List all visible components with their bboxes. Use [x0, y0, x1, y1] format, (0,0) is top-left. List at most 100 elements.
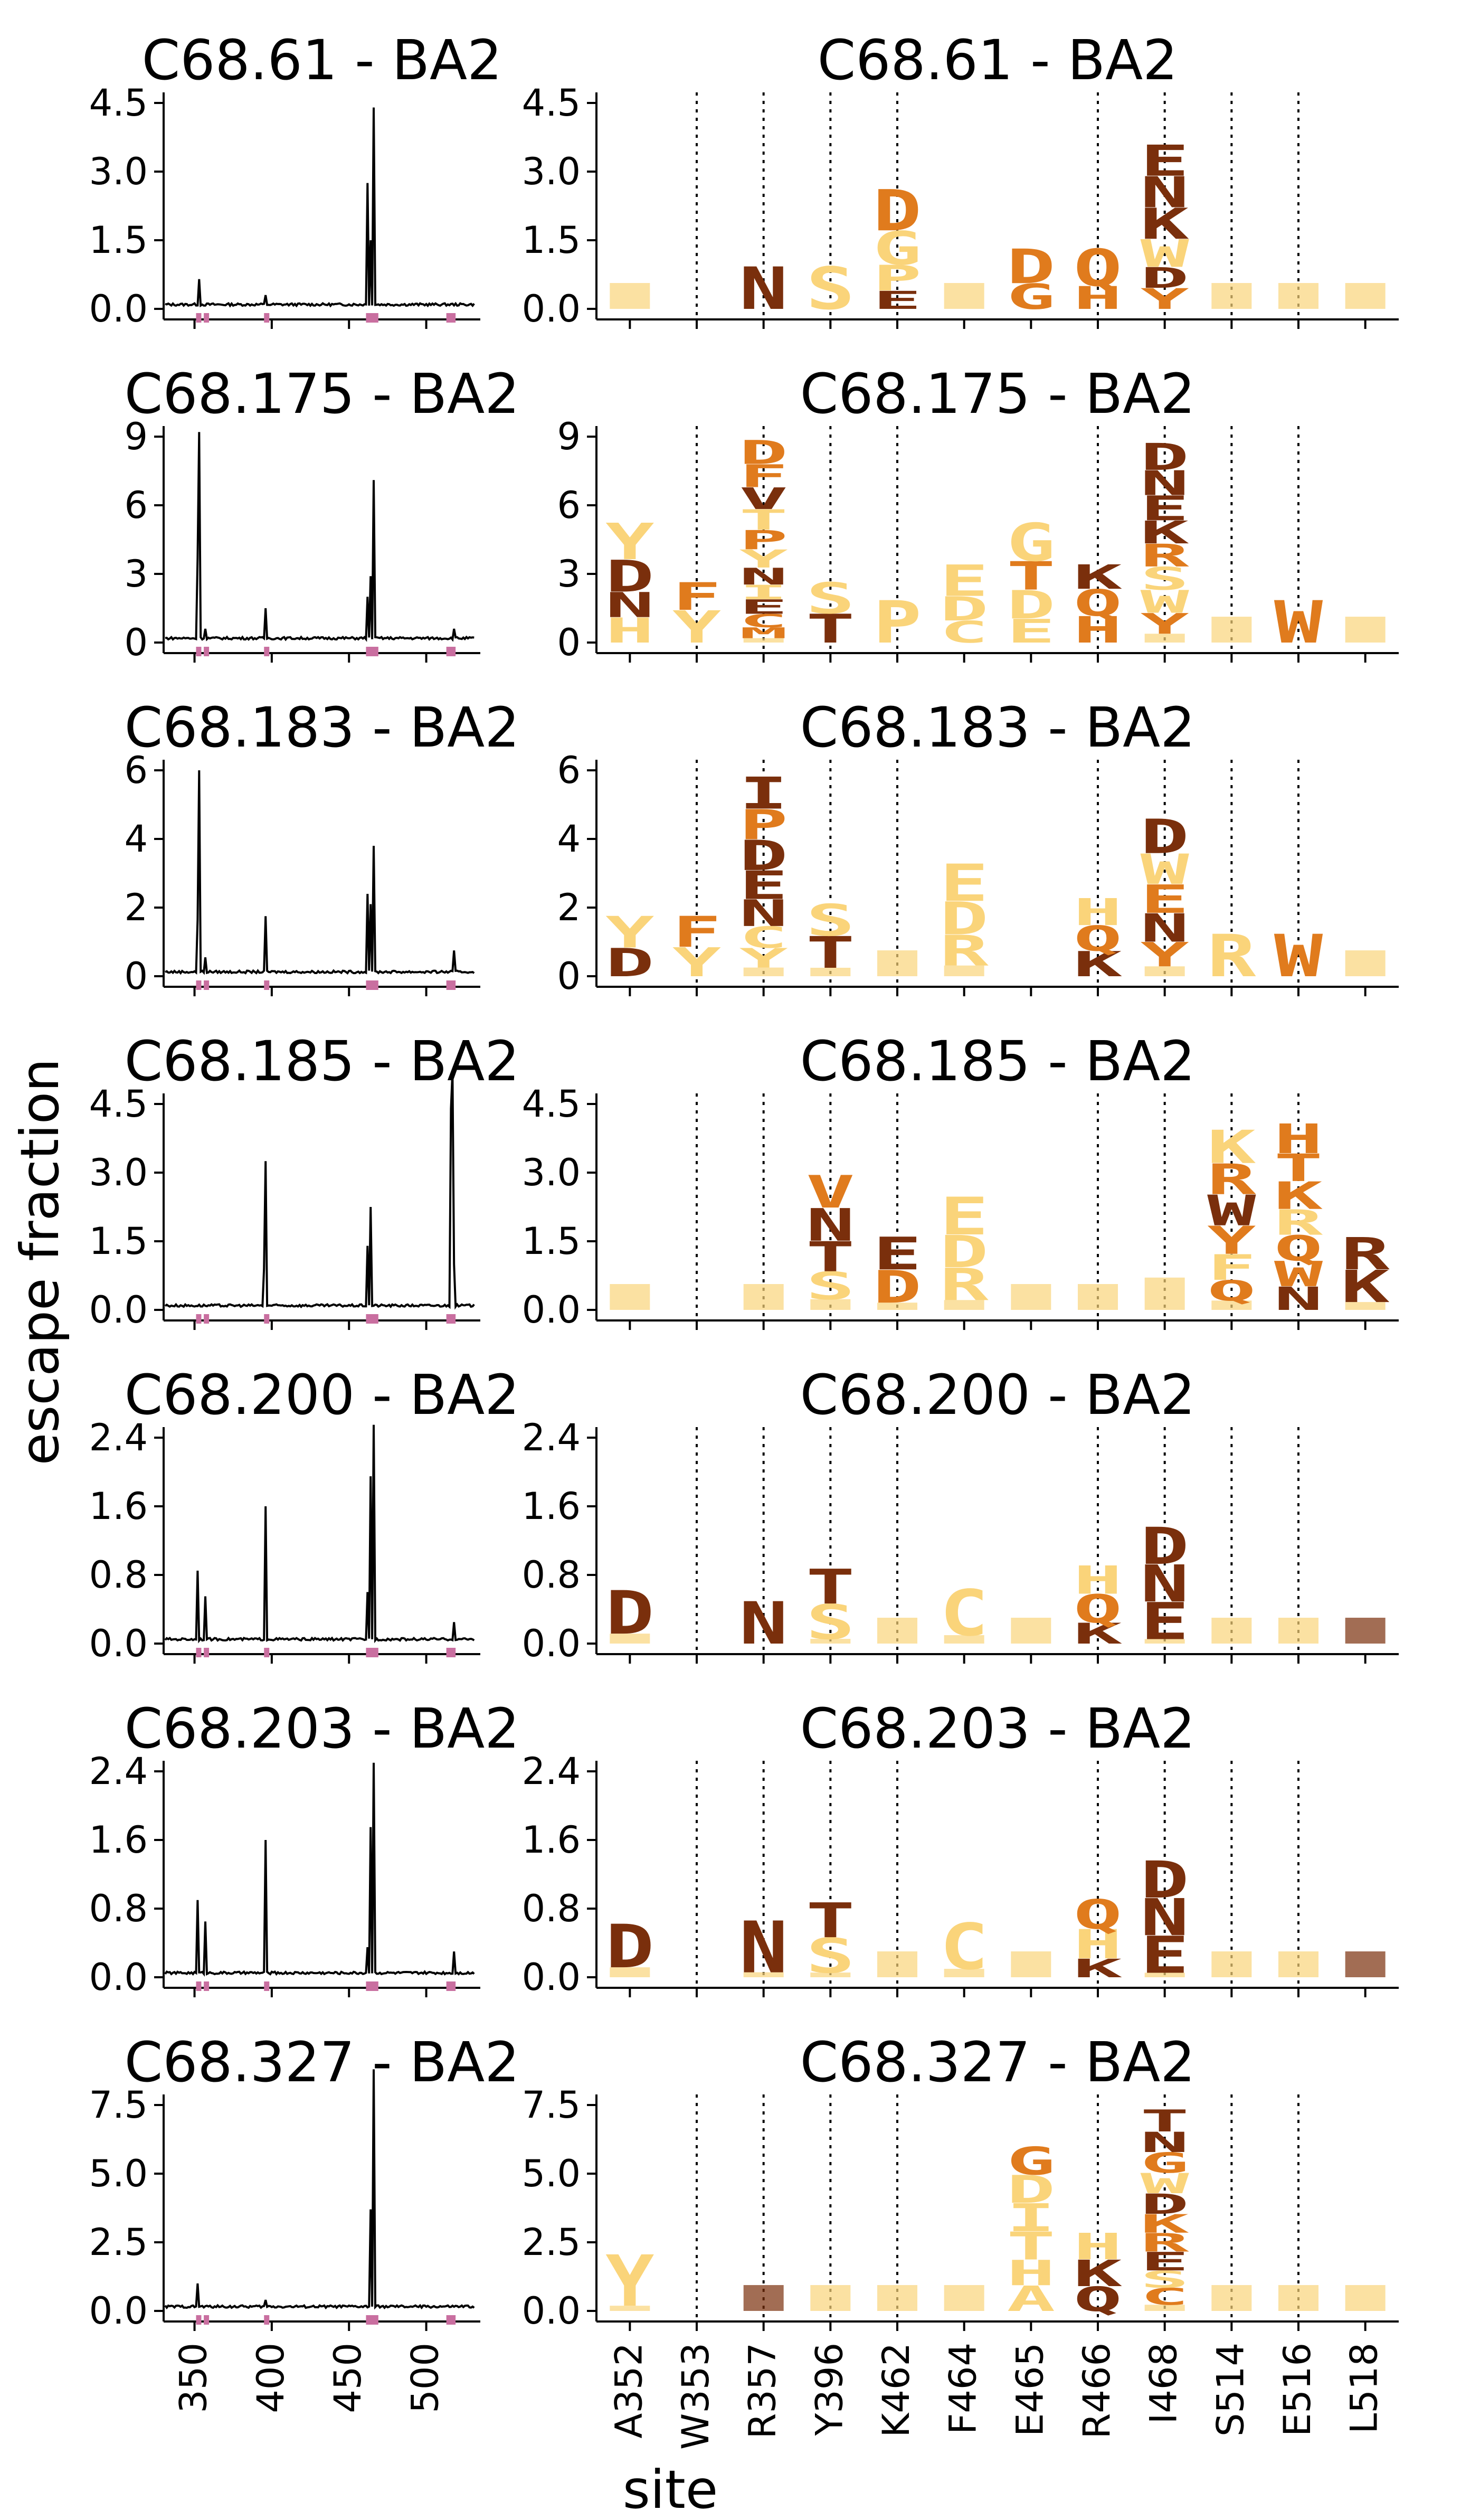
- logo-letter: N: [739, 1590, 788, 1657]
- site-tick-label: W353: [674, 2343, 717, 2450]
- y-tick-label: 1.6: [522, 1818, 581, 1862]
- y-tick-label: 3: [124, 552, 148, 596]
- logo-letter: E: [940, 854, 989, 913]
- logo-letter: W: [1141, 584, 1189, 620]
- logo-letter: S: [806, 895, 855, 946]
- logo-letter: E: [940, 1187, 989, 1247]
- site-tick-label: I468: [1142, 2343, 1185, 2424]
- logo-faint-mark: [944, 965, 984, 976]
- logo-faint-mark: [1345, 1951, 1386, 1977]
- logo-faint-mark: [1345, 617, 1386, 643]
- logo-faint-mark: [1211, 1951, 1252, 1977]
- logo-letter: K: [1141, 2209, 1189, 2239]
- site-tick-label: A352: [607, 2343, 650, 2439]
- y-tick-label: 2.4: [89, 1750, 148, 1793]
- panel-2: C68.175 - BA2 C68.175 - BA203690369HNDYYF…: [124, 362, 1399, 664]
- site-highlight: [446, 1981, 456, 1991]
- logo-letter: D: [1007, 582, 1055, 628]
- logo-letter: D: [1141, 809, 1189, 864]
- y-tick-label: 1.5: [89, 219, 148, 262]
- panel-6: C68.203 - BA2 C68.203 - BA2 0.0 0.8 1.6 2.4 0.…: [89, 1696, 1399, 1999]
- logo-panel-title: C68.175 - BA2: [800, 362, 1196, 426]
- logo-letter: S: [1141, 2266, 1189, 2293]
- logo-faint-mark: [1345, 1302, 1386, 1310]
- logo-letter: F: [672, 575, 721, 619]
- logo-letter: H: [1074, 2226, 1122, 2268]
- logo-letter: R: [1141, 537, 1189, 574]
- y-tick-label: 3.0: [89, 150, 148, 193]
- y-tick-label: 0: [557, 621, 581, 664]
- logo-letter: C: [940, 615, 989, 650]
- x-tick-label: 350: [172, 2343, 215, 2413]
- x-tick-label: 450: [326, 2343, 369, 2413]
- logo-faint-mark: [1211, 1300, 1252, 1310]
- y-axis-label: escape fraction: [9, 1059, 71, 1466]
- logo-faint-mark: [1011, 1618, 1051, 1644]
- logo-letter: T: [806, 606, 855, 652]
- logo-letter: Y: [1141, 935, 1190, 974]
- logo-letter: N: [806, 1200, 855, 1252]
- panel-1: C68.61 - BA2 C68.61 - BA2 0.0 1.5 3.0 4.5 0.0 1…: [89, 28, 1399, 331]
- logo-letter: C: [739, 921, 788, 955]
- logo-letter: N: [1141, 1554, 1189, 1613]
- logo-letter: Q: [1074, 1587, 1122, 1632]
- site-highlight: [196, 647, 202, 656]
- y-tick-label: 0.0: [522, 1956, 581, 1999]
- logo-letter: Y: [739, 942, 789, 974]
- y-tick-label: 6: [557, 484, 581, 527]
- logo-letter: N: [739, 563, 788, 590]
- logo-faint-mark: [944, 2285, 984, 2311]
- y-tick-label: 0.0: [522, 287, 581, 331]
- logo-panel-title: C68.203 - BA2: [800, 1696, 1196, 1761]
- logo-letter: Q: [1074, 919, 1122, 959]
- y-tick-label: 0: [124, 621, 148, 664]
- y-tick-label: 4.5: [522, 81, 581, 125]
- logo-letter: Q: [1207, 1275, 1256, 1308]
- logo-letter: E: [940, 556, 989, 606]
- logo-letter: K: [1074, 2253, 1123, 2295]
- logo-faint-mark: [810, 1972, 851, 1977]
- logo-letter: I: [1007, 2196, 1055, 2240]
- logo-panel-title: C68.183 - BA2: [800, 695, 1196, 760]
- logo-faint-mark: [743, 1972, 784, 1977]
- y-tick-label: 0.0: [522, 1288, 581, 1332]
- y-tick-label: 3.0: [522, 150, 581, 193]
- logo-letter: K: [1074, 1617, 1122, 1650]
- y-tick-label: 1.6: [522, 1485, 581, 1528]
- logo-panel-title: C68.200 - BA2: [800, 1363, 1196, 1427]
- logo-faint-mark: [877, 1618, 917, 1644]
- logo-letter: S: [806, 255, 855, 323]
- logo-letter: E: [873, 286, 922, 315]
- logo-letter: D: [1141, 436, 1189, 479]
- site-highlight: [366, 1981, 378, 1991]
- logo-letter: Y: [605, 907, 654, 958]
- line-panel-title: C68.185 - BA2: [125, 1029, 520, 1093]
- escape-line: [164, 1762, 475, 1977]
- logo-faint-mark: [743, 2285, 784, 2311]
- y-tick-label: 0.8: [522, 1553, 581, 1597]
- logo-letter: R: [1341, 1229, 1390, 1280]
- y-tick-label: 2: [124, 886, 148, 929]
- y-tick-label: 2.4: [522, 1416, 581, 1459]
- logo-letter: Y: [739, 544, 788, 573]
- logo-letter: P: [873, 258, 922, 299]
- site-tick-label: K462: [875, 2343, 918, 2438]
- logo-letter: C: [940, 1577, 989, 1650]
- logo-letter: N: [1141, 464, 1189, 503]
- y-tick-label: 1.6: [89, 1485, 148, 1528]
- logo-faint-mark: [610, 2306, 650, 2311]
- line-panel-title: C68.200 - BA2: [125, 1363, 520, 1427]
- logo-letter: N: [1141, 167, 1189, 217]
- logo-faint-mark: [877, 1951, 917, 1977]
- logo-letter: D: [940, 893, 989, 945]
- logo-letter: W: [1274, 589, 1323, 656]
- logo-letter: D: [1141, 1851, 1189, 1910]
- site-highlight: [204, 1648, 210, 1657]
- logo-letter: G: [873, 222, 922, 275]
- logo-faint-mark: [877, 950, 917, 976]
- logo-faint-mark: [810, 2285, 851, 2311]
- x-axis-label: site: [623, 2459, 718, 2520]
- site-highlight: [204, 313, 210, 323]
- line-panel-title: C68.61 - BA2: [142, 28, 502, 92]
- logo-letter: M: [739, 625, 788, 642]
